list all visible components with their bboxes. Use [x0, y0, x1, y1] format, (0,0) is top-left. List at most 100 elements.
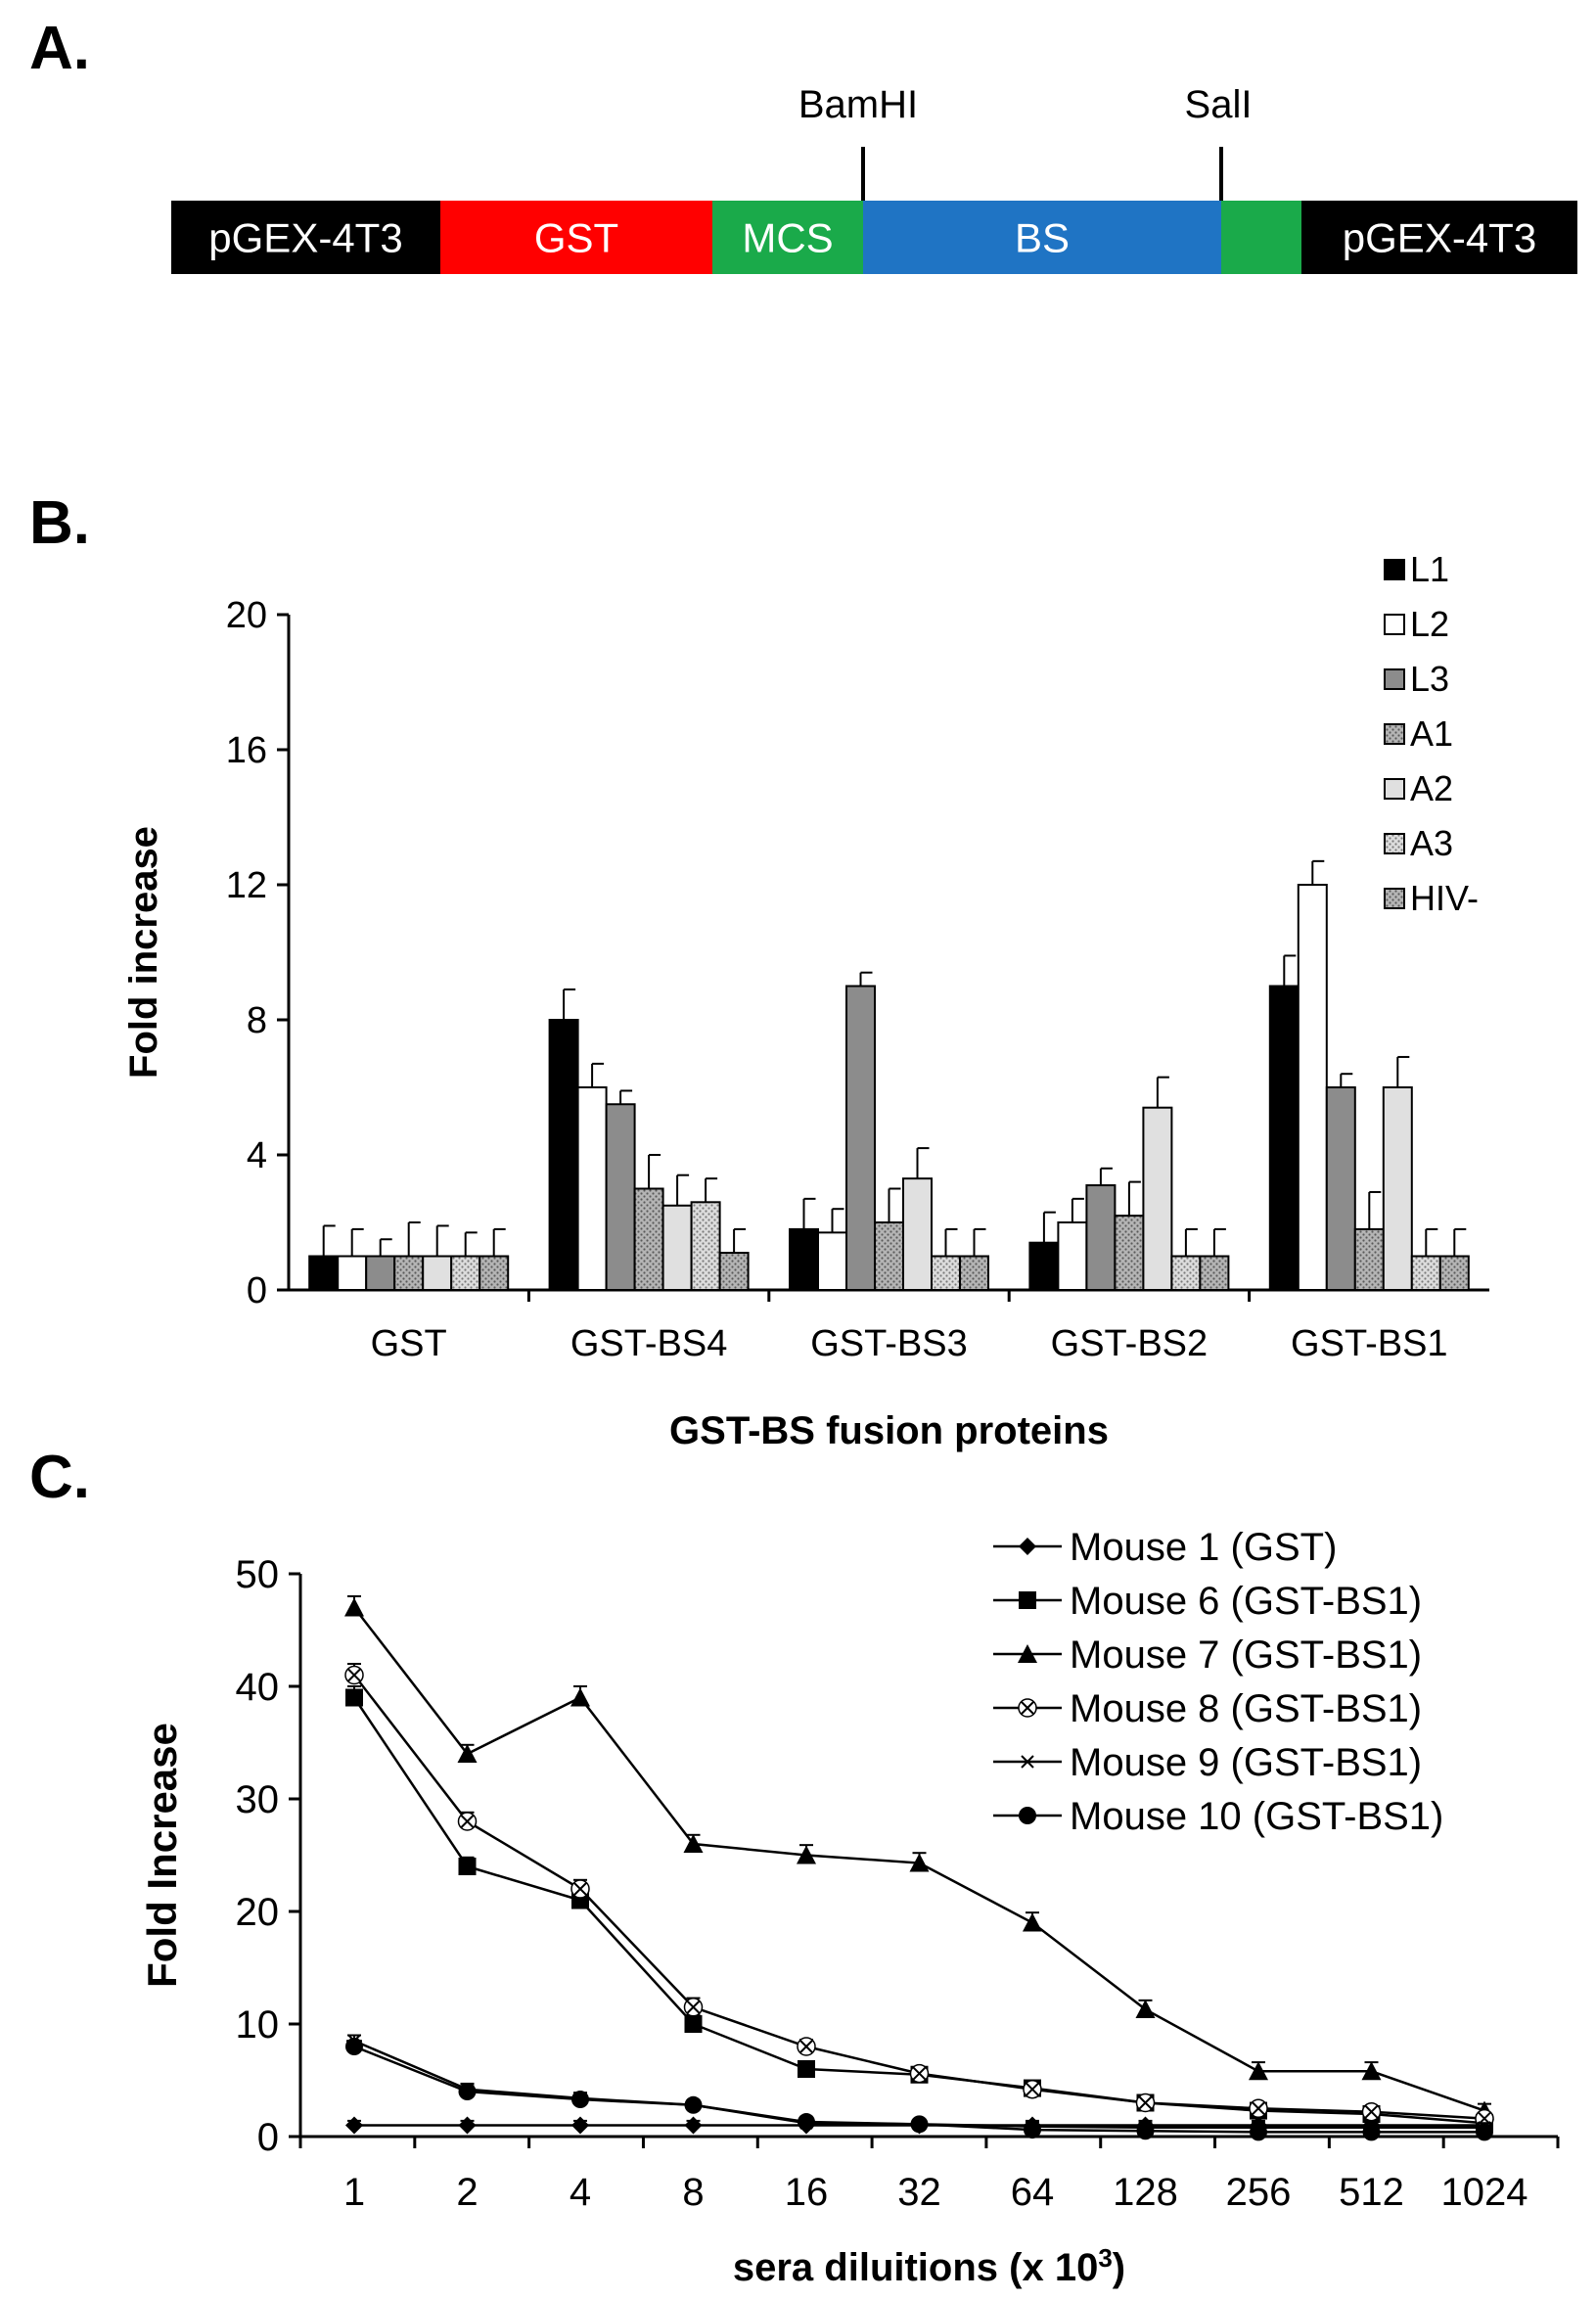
marker-cross — [912, 2066, 927, 2081]
construct-segment-pgex-4t3 — [171, 201, 440, 274]
y-tick-label: 20 — [236, 1891, 280, 1934]
construct-segment-label: GST — [534, 215, 618, 261]
legend-marker — [1019, 1538, 1036, 1555]
data-point — [458, 2083, 477, 2100]
data-point — [909, 1853, 930, 1872]
legend-label: A1 — [1410, 713, 1453, 754]
bar-gst-bs3-hiv — [959, 1255, 989, 1291]
legend-label: A2 — [1410, 768, 1453, 808]
bar-gst-bs4-l2 — [576, 1086, 608, 1291]
y-tick-label: 4 — [247, 1135, 267, 1176]
legend-label: L2 — [1410, 604, 1449, 644]
data-point — [1361, 2101, 1382, 2122]
data-point — [1023, 2079, 1042, 2099]
x-tick-label: 32 — [897, 2171, 941, 2214]
line-chart: 0 10 20 30 40 50 1 2 4 8 16 32 64 128 256 512 1024 sera d… — [139, 1526, 1560, 2289]
x-category-label: GST — [371, 1323, 447, 1364]
construct-segment-label: pGEX-4T3 — [208, 215, 402, 261]
legend-swatch — [1384, 559, 1405, 580]
construct-map: pGEX-4T3 GST MCS BS pGEX-4T3 BamHI SalI — [171, 83, 1577, 274]
marker-cross — [1364, 2104, 1379, 2119]
data-point — [684, 2095, 703, 2114]
legend-label: L1 — [1410, 549, 1449, 589]
legend-label: Mouse 1 (GST) — [1070, 1526, 1337, 1569]
data-point — [797, 2037, 816, 2056]
x-tick-label: 512 — [1339, 2171, 1404, 2214]
bar-chart: 0 4 8 12 16 20 GST GST-BS4 GST-BS3 GST-BS2 GST-BS1… — [122, 549, 1489, 1452]
bar-gst-l2 — [337, 1255, 368, 1291]
bar-gst-bs4-l3 — [605, 1103, 636, 1291]
marker-cross — [347, 1668, 361, 1682]
panel-label-c: C. — [29, 1444, 90, 1511]
data-point — [457, 1812, 478, 1831]
data-point — [457, 1744, 478, 1763]
legend-label: Mouse 8 (GST-BS1) — [1070, 1687, 1422, 1730]
legend-marker — [1020, 1755, 1035, 1769]
bar-gst-l3 — [365, 1255, 396, 1291]
bar-gst-l1 — [308, 1255, 340, 1291]
y-tick-label: 40 — [236, 1666, 280, 1709]
x-tick-label: 1024 — [1441, 2171, 1528, 2214]
data-point — [1024, 2121, 1041, 2139]
legend-swatch — [1384, 778, 1405, 800]
bar-gst-bs1-a3 — [1410, 1255, 1441, 1291]
construct-segment-label: pGEX-4T3 — [1343, 215, 1536, 261]
y-tick-label: 0 — [247, 1270, 267, 1311]
legend-swatch — [1384, 888, 1405, 909]
legend-marker — [1019, 1807, 1036, 1824]
data-point — [797, 1845, 816, 1864]
panel-label-b: B. — [29, 489, 90, 557]
data-point — [345, 2116, 363, 2135]
series-6 — [345, 2038, 1493, 2141]
legend-label: L3 — [1410, 659, 1449, 699]
sali-site-label: SalI — [1185, 83, 1253, 126]
x-tick-label: 2 — [456, 2171, 478, 2214]
data-point — [344, 1665, 364, 1685]
data-point — [458, 1858, 477, 1875]
y-tick-label: 12 — [226, 865, 267, 906]
data-point — [910, 2115, 929, 2134]
bar-gst-bs3-l3 — [845, 985, 876, 1291]
bar-gst-bs3-a1 — [874, 1221, 904, 1291]
series-line — [353, 2040, 1484, 2130]
bar-gst-bs1-l1 — [1268, 985, 1300, 1291]
legend-marker — [1018, 1644, 1037, 1663]
bar-gst-bs2-l2 — [1057, 1221, 1088, 1291]
legend-label: HIV- — [1410, 878, 1479, 918]
x-category-label: GST-BS4 — [570, 1323, 728, 1364]
bar-gst-bs1-a2 — [1382, 1086, 1413, 1291]
x-category-label: GST-BS3 — [810, 1323, 968, 1364]
data-point — [570, 1879, 590, 1899]
marker-cross — [460, 1815, 475, 1828]
data-point — [571, 2091, 589, 2109]
bar-gst-bs2-l3 — [1085, 1184, 1117, 1292]
data-point — [684, 2116, 703, 2135]
bar-gst-bs4-a3 — [690, 1201, 721, 1292]
data-point — [1135, 2093, 1156, 2113]
marker-cross — [686, 2001, 701, 2014]
data-point — [1361, 2061, 1382, 2081]
x-tick-label: 64 — [1011, 2171, 1055, 2214]
data-point — [909, 2063, 930, 2084]
y-tick-label: 20 — [226, 595, 267, 636]
y-tick-label: 10 — [236, 2003, 280, 2047]
y-tick-label: 8 — [247, 1000, 267, 1041]
series-3 — [344, 1595, 1494, 2120]
construct-segment-bs — [863, 201, 1221, 274]
bar-gst-bs2-l1 — [1028, 1241, 1060, 1291]
data-point — [1249, 2061, 1268, 2081]
legend-label: Mouse 7 (GST-BS1) — [1070, 1633, 1422, 1677]
x-tick-label: 1 — [343, 2171, 365, 2214]
construct-segment-label: BS — [1015, 215, 1070, 261]
data-point — [458, 2116, 477, 2135]
x-category-label: GST-BS2 — [1051, 1323, 1208, 1364]
bar-gst-bs4-l1 — [548, 1019, 579, 1291]
bar-gst-bs4-a1 — [633, 1187, 664, 1291]
legend-label: Mouse 10 (GST-BS1) — [1070, 1795, 1443, 1838]
marker-asterisk — [1020, 1755, 1035, 1769]
marker-cross — [1026, 2082, 1039, 2096]
bar-gst-a2 — [422, 1255, 453, 1291]
construct-segment-label: MCS — [742, 215, 833, 261]
y-axis-title: Fold Increase — [139, 1723, 185, 1988]
legend-swatch — [1384, 723, 1405, 745]
